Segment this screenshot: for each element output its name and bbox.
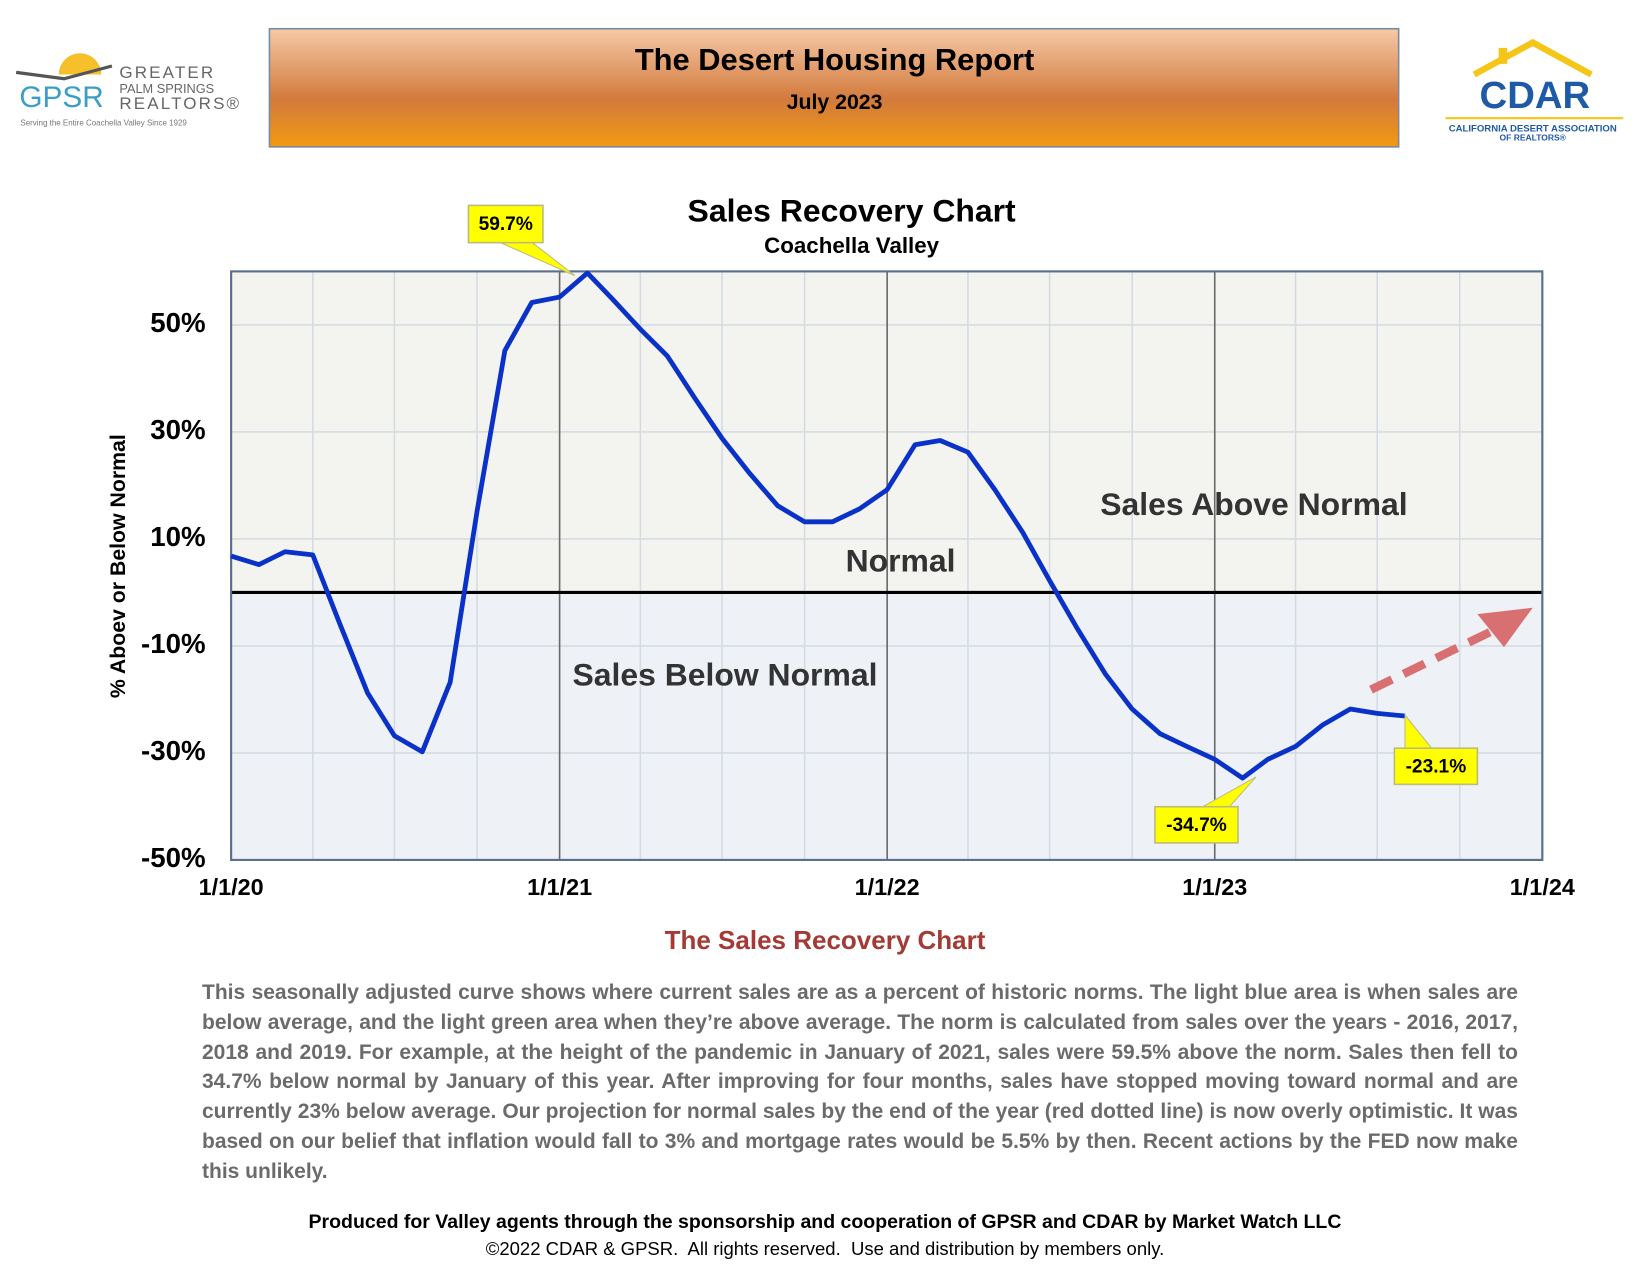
logo-mark: GPSR xyxy=(19,81,103,114)
header-subtitle: July 2023 xyxy=(787,90,883,114)
x-tick-label: 1/1/21 xyxy=(527,874,592,900)
logo-chimney xyxy=(1498,47,1508,64)
callout-label: 59.7% xyxy=(479,214,533,235)
y-tick-label: -30% xyxy=(141,735,206,766)
footer-copyright: ©2022 CDAR & GPSR. All rights reserved. … xyxy=(485,1238,1165,1259)
logo-text: CALIFORNIA DESERT ASSOCIATION xyxy=(1449,123,1617,134)
logo-tagline: Serving the Entire Coachella Valley Sinc… xyxy=(20,119,187,128)
y-tick-label: -10% xyxy=(141,628,206,659)
chart-title: Sales Recovery Chart xyxy=(688,192,1016,228)
caption-body: This seasonally adjusted curve shows whe… xyxy=(202,981,1518,1183)
y-axis-label: % Aboev or Below Normal xyxy=(106,434,130,698)
logo-sun xyxy=(58,53,102,75)
y-tick-label: 50% xyxy=(150,307,205,338)
chart-subtitle: Coachella Valley xyxy=(764,233,940,258)
region-label: Sales Below Normal xyxy=(572,656,877,692)
logo-roof xyxy=(15,64,113,81)
data-line xyxy=(230,270,1406,781)
logo-roof xyxy=(1472,38,1593,78)
logo-mark: CDAR xyxy=(1480,74,1591,117)
x-tick-label: 1/1/22 xyxy=(855,874,920,900)
logo-text: OF REALTORS® xyxy=(1500,133,1567,143)
callout-box xyxy=(1393,747,1479,786)
y-tick-label: 10% xyxy=(150,521,205,552)
header-banner xyxy=(268,27,1400,148)
logo-text: GREATER xyxy=(119,63,215,82)
callout-label: -23.1% xyxy=(1406,756,1467,777)
x-tick-label: 1/1/23 xyxy=(1182,874,1247,900)
logo-text: PALM SPRINGS xyxy=(119,81,214,96)
callout-box xyxy=(1154,805,1239,844)
callout-box xyxy=(467,204,544,244)
plot-frame xyxy=(230,270,1544,861)
region-label: Sales Above Normal xyxy=(1100,486,1407,522)
y-tick-label: 30% xyxy=(150,414,205,445)
projection-arrowhead xyxy=(1477,607,1533,648)
footer-credit: Produced for Valley agents through the s… xyxy=(308,1211,1342,1233)
x-tick-label: 1/1/24 xyxy=(1510,874,1575,900)
caption-title: The Sales Recovery Chart xyxy=(664,925,986,955)
projection-arrow xyxy=(1369,624,1501,694)
callout-label: -34.7% xyxy=(1166,815,1227,836)
x-tick-label: 1/1/20 xyxy=(199,874,264,900)
logo-text: REALTORS® xyxy=(119,94,241,113)
header-title: The Desert Housing Report xyxy=(635,42,1035,77)
y-tick-label: -50% xyxy=(141,842,206,873)
region-label: Normal xyxy=(846,542,956,578)
